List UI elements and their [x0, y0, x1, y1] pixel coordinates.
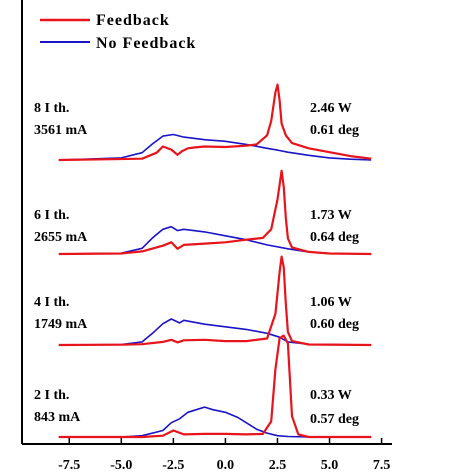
- chart-series: [58, 83, 372, 439]
- panel-right-label: 0.33 W: [310, 388, 352, 403]
- panel-labels: 8 I th. 3561 mA 2.46 W 0.61 deg 6 I th. 2655 …: [34, 101, 359, 427]
- series-line-no-feedback-panel-3: [58, 318, 372, 346]
- series-line-feedback-panel-1: [58, 83, 372, 162]
- x-tick-label: 5.0: [321, 458, 339, 473]
- panel-left-label: 8 I th.: [34, 101, 69, 116]
- panel-right-label: 0.57 deg: [310, 412, 359, 427]
- panel-left-label: 2 I th.: [34, 388, 69, 403]
- panel-right-label: 1.73 W: [310, 208, 352, 223]
- panel-right-label: 2.46 W: [310, 101, 352, 116]
- panel-left-label: 1749 mA: [34, 317, 88, 332]
- panel-left-label: 2655 mA: [34, 230, 88, 245]
- series-line-feedback-panel-4: [58, 334, 372, 439]
- x-tick-label: 0.0: [217, 458, 235, 473]
- panel-right-label: 0.64 deg: [310, 230, 359, 245]
- legend: Feedback No Feedback: [40, 12, 196, 52]
- legend-label-no-feedback: No Feedback: [96, 35, 196, 52]
- x-axis-ticks: -7.5 -5.0 -2.5 0.0 2.5 5.0 7.5: [58, 438, 390, 473]
- series-line-no-feedback-panel-4: [58, 406, 372, 438]
- x-tick-label: -2.5: [162, 458, 184, 473]
- panel-right-label: 1.06 W: [310, 295, 352, 310]
- panel-left-label: 843 mA: [34, 410, 81, 425]
- panel-left-label: 4 I th.: [34, 295, 69, 310]
- series-line-no-feedback-panel-1: [58, 133, 372, 161]
- panel-right-label: 0.60 deg: [310, 317, 359, 332]
- series-line-feedback-panel-3: [58, 255, 372, 347]
- panel-left-label: 3561 mA: [34, 123, 88, 138]
- x-tick-label: 7.5: [373, 458, 391, 473]
- panel-right-label: 0.61 deg: [310, 123, 359, 138]
- x-tick-label: 2.5: [269, 458, 287, 473]
- x-tick-label: -7.5: [58, 458, 80, 473]
- x-tick-label: -5.0: [110, 458, 132, 473]
- panel-left-label: 6 I th.: [34, 208, 69, 223]
- series-line-feedback-panel-2: [58, 169, 372, 256]
- series-line-no-feedback-panel-2: [58, 225, 372, 255]
- legend-label-feedback: Feedback: [96, 12, 170, 29]
